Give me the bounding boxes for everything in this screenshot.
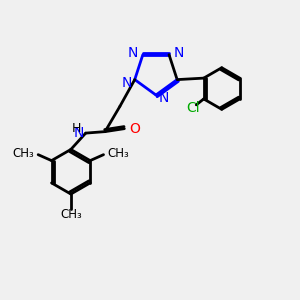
Text: N: N (159, 91, 169, 105)
Text: O: O (130, 122, 141, 136)
Text: Cl: Cl (187, 101, 200, 115)
Text: N: N (173, 46, 184, 60)
Text: N: N (74, 126, 84, 140)
Text: N: N (122, 76, 132, 90)
Text: CH₃: CH₃ (60, 208, 82, 221)
Text: N: N (128, 46, 138, 60)
Text: CH₃: CH₃ (107, 147, 129, 160)
Text: CH₃: CH₃ (13, 147, 34, 160)
Text: H: H (71, 122, 81, 135)
